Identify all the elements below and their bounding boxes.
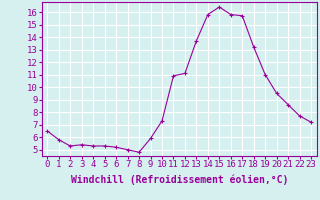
X-axis label: Windchill (Refroidissement éolien,°C): Windchill (Refroidissement éolien,°C) xyxy=(70,175,288,185)
